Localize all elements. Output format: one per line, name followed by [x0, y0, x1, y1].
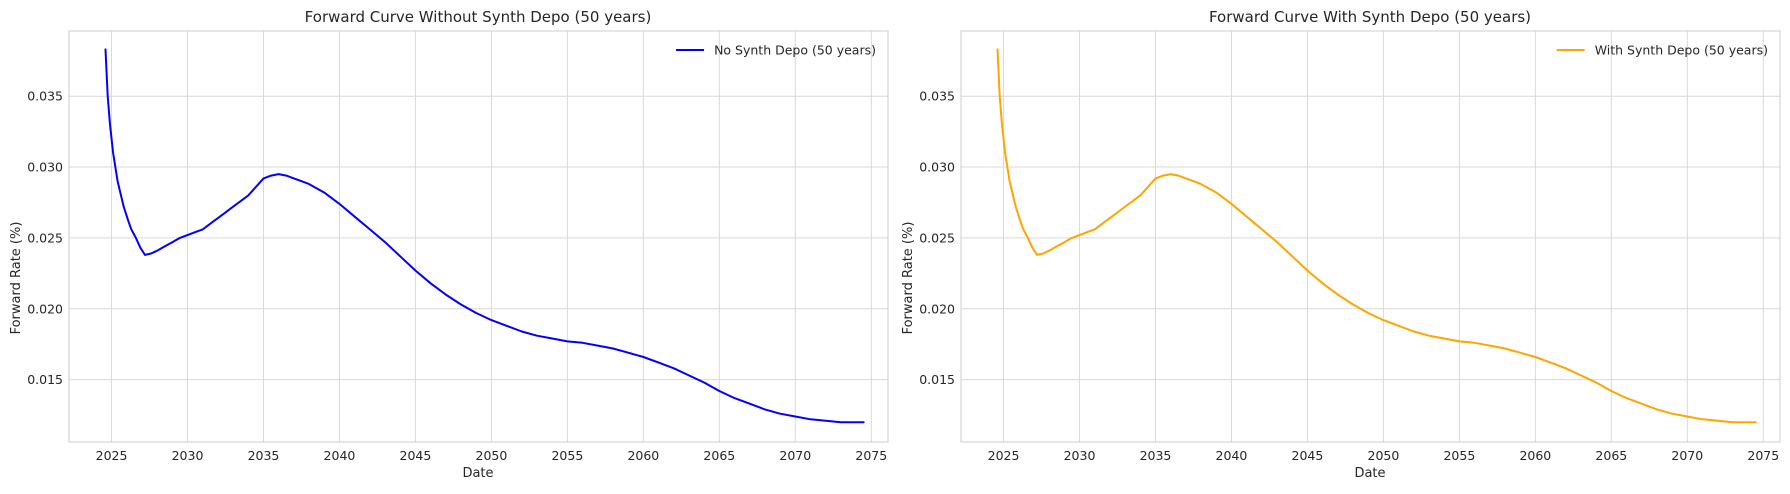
x-tick-label: 2040	[1216, 448, 1248, 463]
y-tick-label: 0.020	[919, 301, 955, 316]
x-tick-label: 2025	[96, 448, 128, 463]
x-tick-label: 2055	[551, 448, 583, 463]
x-tick-label: 2075	[1747, 448, 1779, 463]
x-tick-label: 2070	[1671, 448, 1703, 463]
y-axis-label: Forward Rate (%)	[9, 222, 24, 335]
grid	[69, 31, 888, 442]
x-tick-label: 2055	[1443, 448, 1475, 463]
y-tick-label: 0.025	[27, 230, 63, 245]
legend-label: With Synth Depo (50 years)	[1595, 43, 1768, 58]
x-tick-label: 2075	[855, 448, 887, 463]
x-tick-label: 2040	[324, 448, 356, 463]
x-tick-label: 2030	[172, 448, 204, 463]
x-tick-label: 2070	[779, 448, 811, 463]
x-tick-label: 2045	[400, 448, 432, 463]
plot-frame	[960, 30, 1781, 443]
y-axis-label: Forward Rate (%)	[901, 222, 916, 335]
series-line	[104, 48, 865, 424]
x-axis-label: Date	[1354, 466, 1385, 481]
y-tick-label: 0.030	[27, 160, 63, 175]
legend-label: No Synth Depo (50 years)	[714, 43, 876, 58]
y-tick-label: 0.015	[27, 372, 63, 387]
chart-panel-with-synth-depo: Forward Curve With Synth Depo (50 years)…	[901, 8, 1781, 481]
series-line	[996, 48, 1757, 424]
y-tick-label: 0.035	[27, 89, 63, 104]
x-tick-label: 2060	[627, 448, 659, 463]
legend: No Synth Depo (50 years)	[676, 43, 876, 58]
x-tick-label: 2060	[1519, 448, 1551, 463]
x-tick-label: 2035	[248, 448, 280, 463]
x-tick-label: 2030	[1064, 448, 1096, 463]
y-tick-label: 0.020	[27, 301, 63, 316]
chart-title: Forward Curve Without Synth Depo (50 yea…	[305, 8, 652, 26]
x-tick-label: 2045	[1292, 448, 1324, 463]
y-tick-label: 0.015	[919, 372, 955, 387]
x-tick-label: 2050	[476, 448, 508, 463]
y-axis-label-group: Forward Rate (%)	[901, 222, 916, 335]
plot-frame	[68, 30, 889, 443]
x-tick-label: 2065	[1595, 448, 1627, 463]
legend: With Synth Depo (50 years)	[1556, 43, 1768, 58]
y-tick-label: 0.035	[919, 89, 955, 104]
chart-panel-without-synth-depo: Forward Curve Without Synth Depo (50 yea…	[9, 8, 889, 481]
chart-title: Forward Curve With Synth Depo (50 years)	[1209, 8, 1531, 26]
y-tick-label: 0.030	[919, 160, 955, 175]
y-tick-label: 0.025	[919, 230, 955, 245]
x-tick-label: 2025	[988, 448, 1020, 463]
x-tick-label: 2050	[1368, 448, 1400, 463]
y-axis-label-group: Forward Rate (%)	[9, 222, 24, 335]
x-axis-label: Date	[462, 466, 493, 481]
grid	[961, 31, 1780, 442]
x-tick-label: 2065	[703, 448, 735, 463]
x-tick-label: 2035	[1140, 448, 1172, 463]
